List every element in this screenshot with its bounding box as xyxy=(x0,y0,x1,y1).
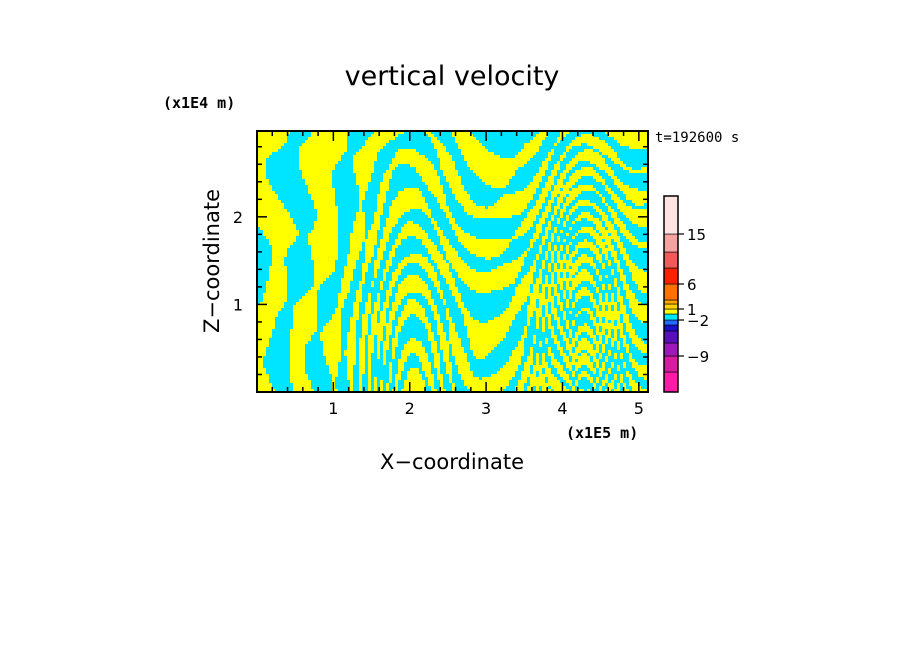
colorbar-tick-label: 1 xyxy=(687,301,697,319)
colorbar-band xyxy=(663,324,679,332)
y-tick-label: 1 xyxy=(233,295,243,314)
colorbar-band xyxy=(663,283,679,301)
colorbar-band xyxy=(663,330,679,344)
y-axis-label: Z−coordinate xyxy=(200,189,224,333)
colorbar-frame xyxy=(663,195,679,393)
axes: 1 2 3 4 5 1 2 xyxy=(233,131,648,418)
colorbar-tick-label: −2 xyxy=(687,312,709,330)
x-tick-label: 4 xyxy=(557,399,567,418)
colorbar-tick-label: 6 xyxy=(687,276,697,294)
x-tick-label: 2 xyxy=(405,399,415,418)
y-tick-label: 2 xyxy=(233,208,243,227)
colorbar-tick-label: 15 xyxy=(687,226,706,244)
positive-velocity-region xyxy=(257,131,648,392)
x-tick-label: 1 xyxy=(328,399,338,418)
x-tick-label: 3 xyxy=(481,399,491,418)
x-axis-label: X−coordinate xyxy=(380,450,524,474)
time-label: t=192600 s xyxy=(655,130,739,146)
colorbar-band xyxy=(663,195,679,235)
contour-field xyxy=(257,131,648,392)
colorbar: −9 −21 6 15 xyxy=(663,195,709,393)
colorbar-band xyxy=(663,342,679,357)
colorbar-band xyxy=(663,251,679,269)
colorbar-band xyxy=(663,299,679,305)
colorbar-band xyxy=(663,267,679,285)
y-unit-label: (x1E4 m) xyxy=(163,94,235,112)
x-tick-label: 5 xyxy=(634,399,644,418)
colorbar-band xyxy=(663,313,679,321)
colorbar-band xyxy=(663,319,679,326)
plot-frame xyxy=(256,130,649,393)
colorbar-band xyxy=(663,355,679,373)
colorbar-tick-label: −9 xyxy=(687,348,709,366)
colorbar-band xyxy=(663,303,679,310)
colorbar-band xyxy=(663,371,679,393)
colorbar-band xyxy=(663,233,679,253)
x-unit-label: (x1E5 m) xyxy=(566,424,638,442)
chart-title: vertical velocity xyxy=(345,61,560,92)
colorbar-band xyxy=(663,308,679,315)
